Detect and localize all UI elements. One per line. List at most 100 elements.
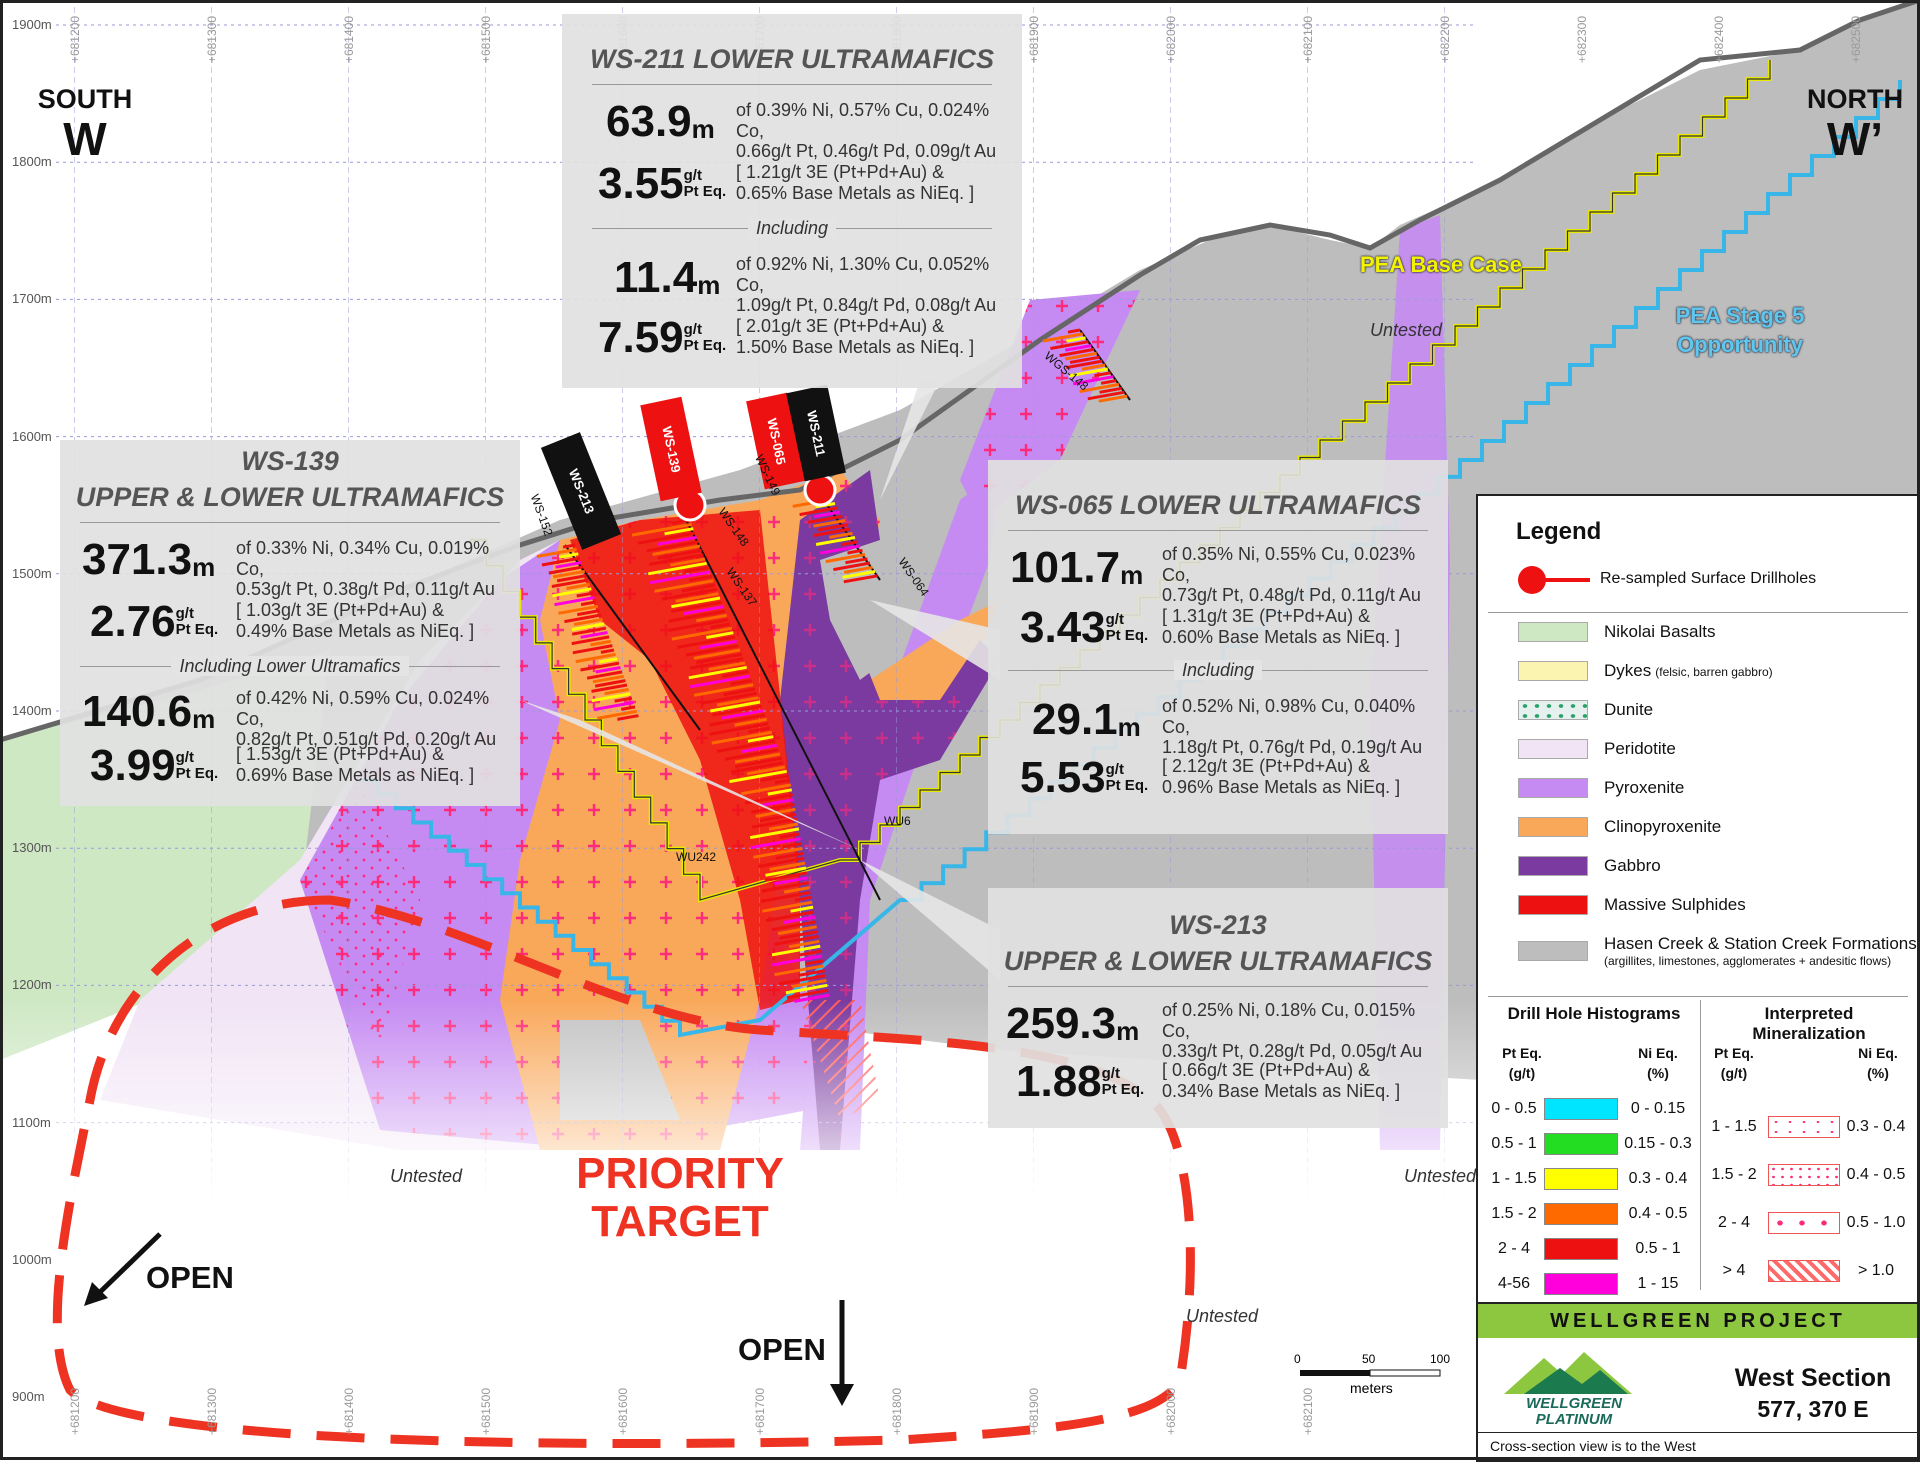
histogram-bar (765, 910, 815, 923)
histogram-bar (571, 626, 607, 636)
arrow-down-left-icon (84, 1232, 162, 1306)
histogram-pt-range: 2 - 4 (1497, 1240, 1530, 1257)
histogram-ni-range: 0.5 - 1 (1635, 1240, 1681, 1257)
resampled-drillhole-icon (1518, 566, 1590, 594)
histogram-bar (723, 687, 756, 697)
histogram-ni-range: 1 - 15 (1637, 1275, 1679, 1292)
easting-label: +681300 (205, 16, 219, 64)
histogram-bar (729, 769, 787, 784)
histogram-bar (712, 704, 762, 717)
easting-label: +681500 (479, 1388, 493, 1436)
histogram-bar (786, 988, 829, 1000)
easting-label: +681700 (753, 1388, 767, 1436)
histogram-bar (597, 709, 638, 720)
histogram-bar (794, 895, 812, 902)
histogram-bar (677, 635, 736, 649)
legend-item: Gabbro (1518, 856, 1661, 876)
histogram-bar (799, 506, 838, 517)
histogram-bar (788, 939, 820, 949)
histogram-bar (536, 547, 577, 558)
histogram-bar (683, 566, 709, 574)
north-letter: W’ (1826, 113, 1884, 165)
histogram-bar (689, 674, 751, 689)
callout-ws213: WS-213 UPPER & LOWER ULTRAMAFICS 259.3 m … (988, 888, 1448, 1128)
histogram-bar (761, 798, 794, 807)
histogram-ni-range: 0.15 - 0.3 (1624, 1135, 1692, 1152)
interpreted-pt-range: 1 - 1.5 (1711, 1118, 1757, 1135)
easting-label: +682200 (1438, 16, 1452, 64)
histogram-bar (657, 548, 702, 560)
section-easting: 577, 370 E (1757, 1396, 1869, 1422)
easting-label: +681900 (1027, 1388, 1041, 1436)
easting-label: +682300 (1575, 16, 1589, 64)
south-label: SOUTH (37, 84, 133, 114)
histogram-pt-range: 1 - 1.5 (1491, 1170, 1537, 1187)
histogram-bar (696, 652, 742, 664)
histogram-bar (771, 920, 817, 932)
histogram-bar (1065, 344, 1092, 352)
histogram-bar (724, 748, 779, 761)
histogram-bar (1065, 359, 1103, 370)
histogram-bar (592, 674, 625, 684)
histogram-bar (779, 832, 801, 839)
legend-swatch (1518, 895, 1588, 915)
easting-label: +681400 (342, 16, 356, 64)
histogram-bar (1059, 347, 1095, 358)
histogram-bar (748, 726, 771, 734)
histogram-ni-range: 0 - 0.15 (1630, 1100, 1686, 1117)
histogram-bar (730, 678, 752, 686)
histogram-pt-range: 0 - 0.5 (1491, 1100, 1537, 1117)
interpreted-ni-range: 0.4 - 0.5 (1846, 1166, 1906, 1183)
histogram-bar (709, 713, 766, 727)
legend-item: Clinopyroxenite (1518, 817, 1721, 837)
histogram-bar (571, 622, 605, 632)
histogram-bar (700, 691, 757, 705)
open-label: OPEN (738, 1332, 826, 1367)
histogram-bar (657, 535, 697, 546)
histogram-bar (637, 531, 696, 545)
histogram-bar (551, 578, 589, 588)
histogram-bar (1064, 351, 1097, 361)
scale-tick: 100 (1430, 1352, 1451, 1366)
histogram-bar (649, 570, 711, 585)
histogram-bar (774, 876, 809, 886)
histogram-swatch (1544, 1203, 1618, 1225)
project-title-block: WELLGREEN PROJECT WELLGREEN PLATINUM West… (1476, 1302, 1920, 1462)
histogram-bar (760, 774, 789, 783)
mountain-logo-icon (1504, 1352, 1632, 1394)
legend-swatch (1518, 817, 1588, 837)
elevation-label: 1100m (12, 1114, 51, 1130)
legend-swatch (1518, 700, 1588, 720)
histogram-bar (815, 536, 856, 546)
histogram-bar (556, 574, 587, 583)
histogram-bar (817, 523, 848, 532)
easting-label: +681600 (616, 1388, 630, 1436)
section-title: West Section (1734, 1364, 1892, 1392)
histogram-bar (552, 569, 586, 579)
histogram-ni-range: 0.4 - 0.5 (1628, 1205, 1688, 1222)
histogram-bar (774, 778, 791, 785)
untested-label: Untested (1370, 320, 1443, 340)
histogram-bar (552, 587, 592, 598)
histogram-bar (685, 644, 739, 657)
easting-label: +681200 (68, 16, 82, 64)
histogram-bar (747, 765, 786, 776)
histogram-bar (600, 648, 615, 654)
histogram-bar (648, 553, 704, 566)
histogram-bar (693, 683, 754, 697)
callout-title: WS-213 (1169, 910, 1267, 940)
histogram-bar (769, 861, 806, 871)
priority-target-label: PRIORITY TARGET (576, 1149, 784, 1247)
legend-label: Peridotite (1604, 739, 1676, 758)
histogram-bar (777, 925, 817, 936)
company-logo-text: WELLGREEN PLATINUM (1526, 1395, 1622, 1428)
easting-label: +682500 (1849, 16, 1863, 64)
histogram-bar (730, 761, 784, 774)
legend-label: Dunite (1604, 700, 1654, 719)
histogram-bar (693, 648, 741, 660)
histogram-bar (765, 866, 807, 877)
histogram-bar (1087, 390, 1125, 401)
histogram-bar (590, 639, 612, 647)
histogram-bar (577, 609, 600, 617)
